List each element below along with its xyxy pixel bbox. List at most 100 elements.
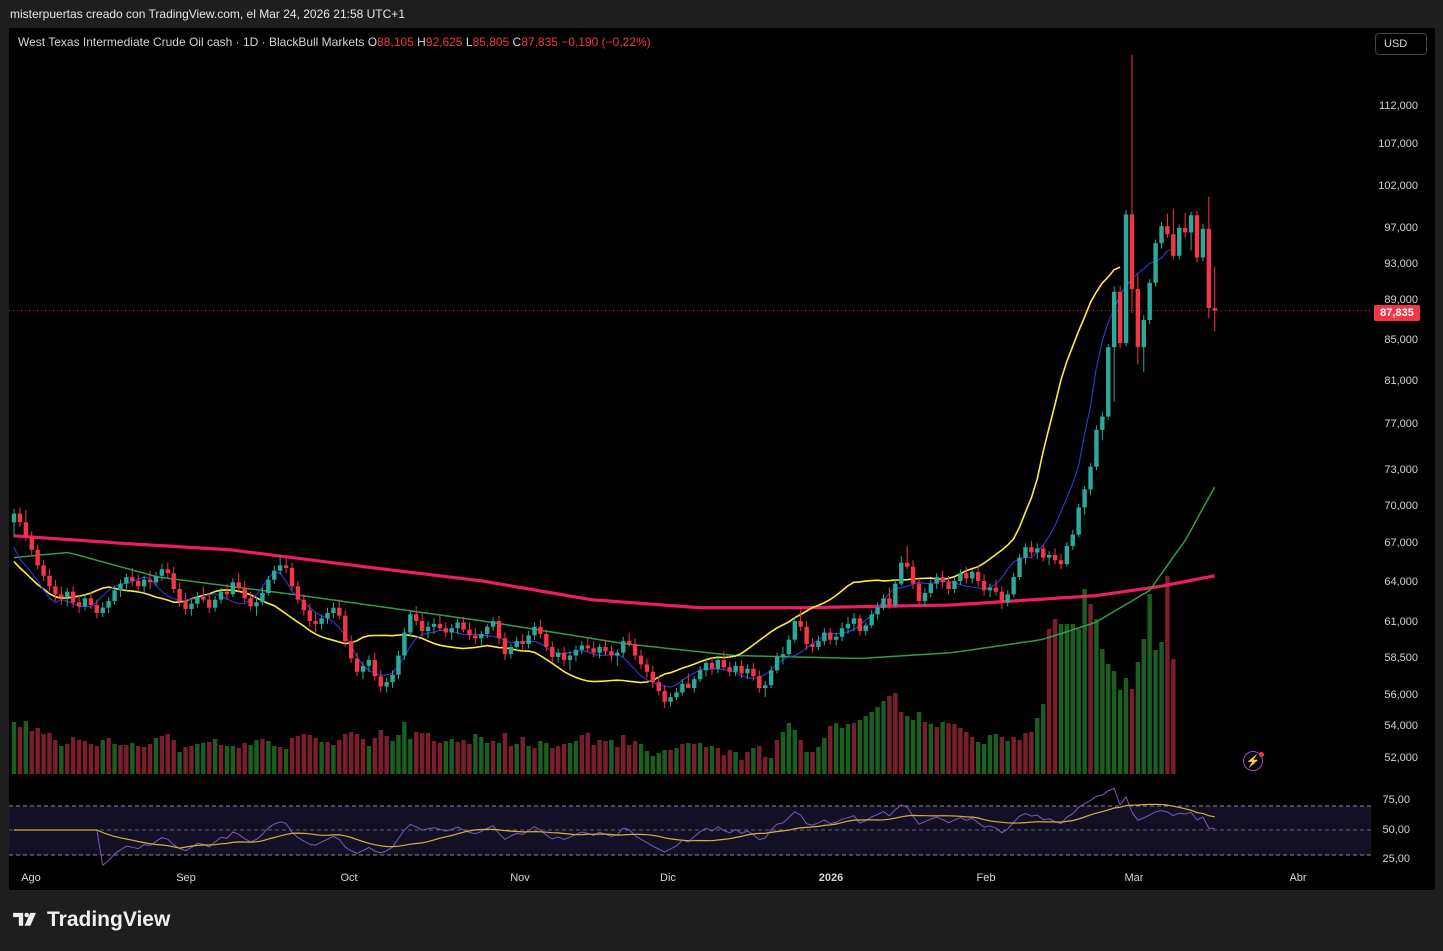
volume-bar [727, 750, 732, 774]
volume-bar [402, 722, 407, 774]
volume-bar [946, 723, 951, 774]
candle-body [337, 607, 342, 616]
volume-bar [431, 741, 437, 774]
candle-body [1029, 547, 1034, 553]
candle-body [1094, 429, 1099, 467]
volume-bar [680, 744, 685, 774]
candles-layer [11, 54, 1217, 708]
symbol-legend: West Texas Intermediate Crude Oil cash ·… [18, 35, 651, 49]
volume-bar [1023, 733, 1028, 774]
candle-body [70, 591, 76, 603]
legend-high-value: 92,625 [425, 35, 463, 49]
candle-body [177, 589, 182, 601]
candle-body [372, 659, 378, 677]
volume-bar [419, 733, 425, 774]
volume-bar [1070, 624, 1075, 774]
candle-body [248, 598, 253, 607]
volume-bar [544, 743, 549, 774]
candle-body [396, 655, 401, 675]
volume-bar [1135, 662, 1141, 774]
candle-body [254, 602, 259, 607]
candle-body [29, 537, 34, 550]
volume-bar [1141, 639, 1146, 774]
volume-bar [189, 746, 194, 774]
y-tick-label: 77,000 [1384, 418, 1418, 430]
volume-bar [124, 745, 129, 774]
candle-body [875, 607, 880, 615]
volume-bar [378, 730, 383, 774]
candle-body [520, 641, 525, 645]
volume-bar [970, 737, 975, 774]
candle-body [674, 692, 679, 698]
volume-bar [396, 735, 401, 774]
rsi-panel [9, 787, 1372, 867]
volume-bar [408, 739, 413, 774]
candle-body [851, 618, 857, 624]
volume-bar [206, 742, 212, 774]
candle-body [910, 566, 916, 584]
volume-bar [1153, 650, 1158, 774]
candle-body [106, 601, 111, 608]
candle-body [703, 662, 709, 671]
candle-body [567, 655, 573, 660]
volume-bar [928, 724, 934, 774]
y-tick-label: 58,500 [1384, 652, 1418, 664]
legend-change: −0,190 (−0,22%) [561, 35, 651, 49]
candle-body [47, 575, 52, 587]
volume-bar [319, 742, 324, 774]
volume-bar [360, 739, 366, 774]
candle-body [82, 598, 88, 607]
candle-body [295, 586, 301, 600]
candle-body [136, 581, 141, 587]
volume-bar [774, 740, 780, 774]
candle-body [1035, 548, 1040, 553]
candle-body [17, 513, 23, 523]
volume-bar [1029, 732, 1034, 774]
candle-body [745, 668, 750, 674]
lightning-icon[interactable]: ⚡ [1243, 751, 1263, 771]
currency-button[interactable]: USD [1375, 33, 1427, 55]
volume-bar [224, 746, 230, 774]
candle-body [585, 645, 590, 649]
volume-bar [82, 741, 88, 774]
volume-bar [100, 740, 105, 774]
candle-body [35, 549, 40, 566]
candle-body [609, 651, 614, 656]
candle-body [348, 641, 354, 659]
candle-body [1129, 214, 1135, 290]
candle-body [697, 670, 703, 680]
candle-body [1188, 215, 1194, 233]
volume-bar [414, 732, 419, 774]
candle-body [863, 625, 868, 632]
candle-body [189, 603, 194, 609]
brand-logo[interactable]: TradingView [11, 908, 170, 932]
candle-body [378, 676, 383, 687]
volume-bar [597, 740, 602, 774]
x-tick-label: Nov [510, 872, 530, 884]
volume-bar [496, 743, 502, 774]
volume-bar [833, 723, 839, 774]
volume-bar [798, 740, 803, 774]
volume-bar [1058, 624, 1064, 774]
rsi-line [14, 787, 1215, 867]
volume-bar [171, 740, 176, 774]
candle-body [514, 641, 519, 647]
x-tick-label: 2026 [819, 872, 843, 884]
volume-bar [337, 740, 342, 774]
candle-body [804, 626, 809, 645]
volume-bar [692, 744, 697, 774]
candle-body [1135, 289, 1141, 348]
candle-body [626, 641, 632, 645]
candle-body [408, 614, 413, 633]
candle-body [1206, 228, 1212, 308]
x-tick-label: Ago [21, 872, 41, 884]
candle-body [331, 607, 336, 613]
volume-bar [520, 737, 525, 774]
candle-body [206, 599, 212, 608]
volume-bar [212, 739, 218, 774]
candle-body [999, 591, 1005, 603]
candle-body [425, 626, 431, 632]
candle-body [402, 632, 407, 656]
y-tick-label: 56,000 [1384, 689, 1418, 701]
